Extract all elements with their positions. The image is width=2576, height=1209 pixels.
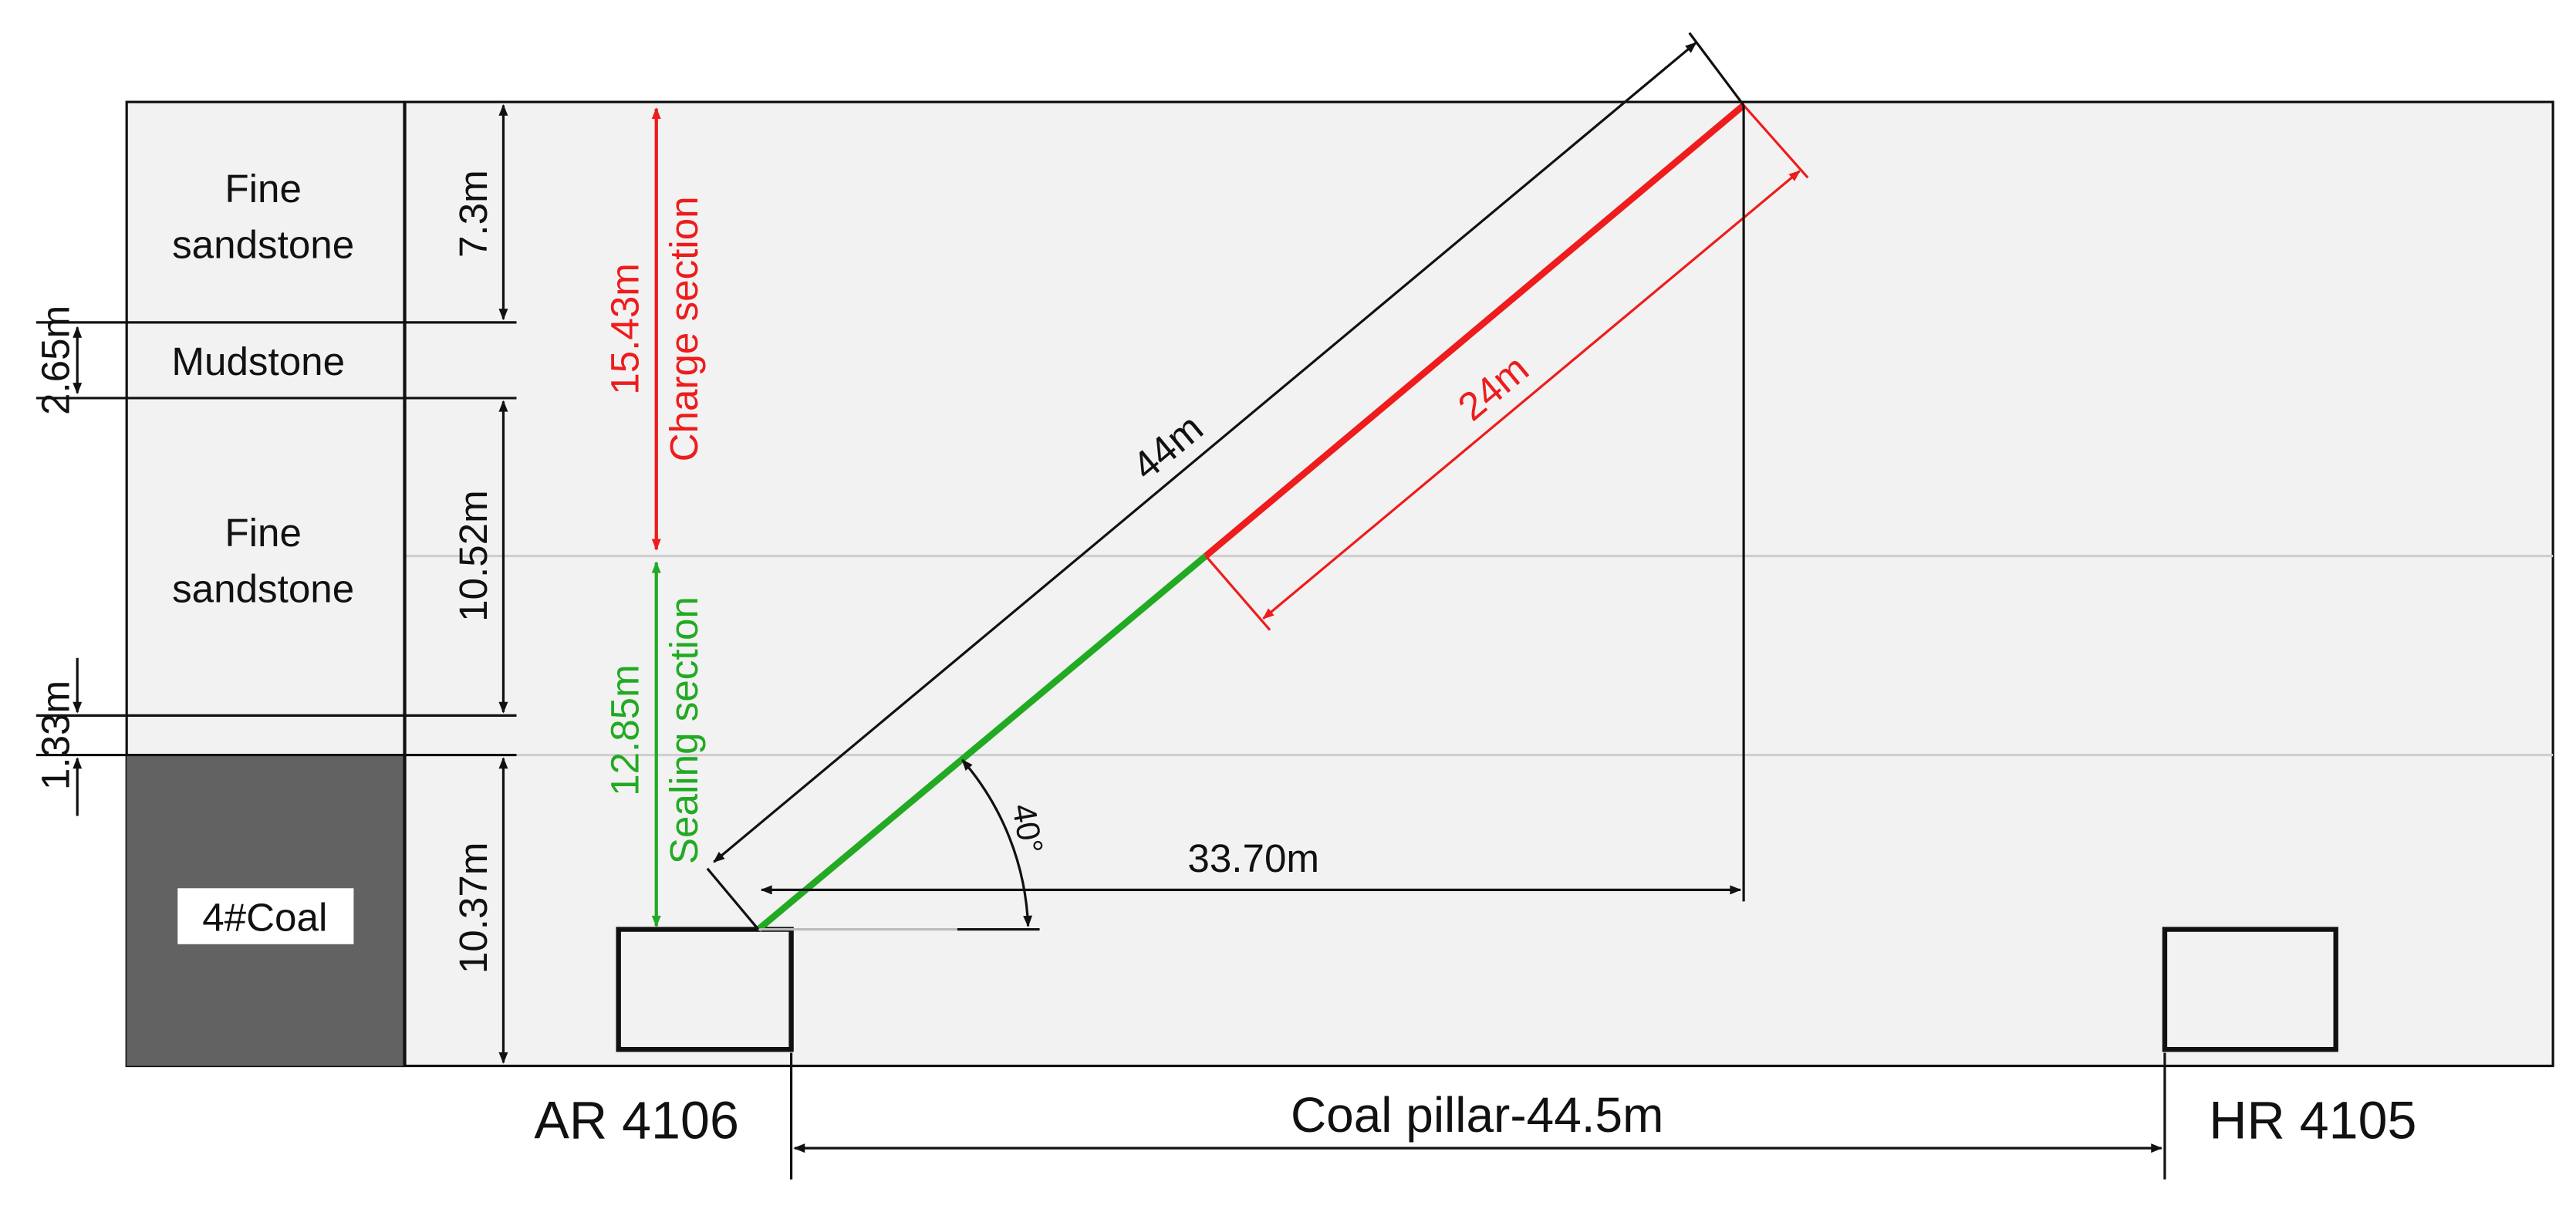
- thickness-label-5: 10.37m: [451, 843, 495, 974]
- charge-section-label: Charge section: [662, 196, 706, 461]
- roadway-ar4106-label: AR 4106: [534, 1091, 738, 1150]
- angle-label: 40°: [1004, 801, 1049, 856]
- thickness-label-2: 2.65m: [34, 306, 78, 415]
- roadway-hr4105: [2162, 927, 2338, 1052]
- stratum-1-name: Fine: [225, 167, 302, 211]
- stratum-2-name: Mudstone: [171, 339, 345, 383]
- length-ext-top: [1688, 32, 1745, 106]
- thickness-label-4: 1.33m: [34, 680, 78, 790]
- coal-pillar-label: Coal pillar-44.5m: [1291, 1087, 1663, 1143]
- roadway-hr4105-label: HR 4105: [2209, 1091, 2416, 1150]
- sealing-length-label: 12.85m: [603, 664, 647, 796]
- stratum-5-name: 4#Coal: [202, 896, 327, 940]
- angle-arc: [961, 758, 1033, 927]
- thickness-label-1: 7.3m: [451, 170, 495, 258]
- thickness-label-3: 10.52m: [451, 490, 495, 622]
- roadway-ar4106: [616, 927, 794, 1052]
- coal-label-box: [177, 888, 354, 944]
- charge-length-label: 15.43m: [603, 263, 647, 395]
- stratum-1-name-line2: sandstone: [172, 223, 354, 267]
- stratum-3-name-line2: sandstone: [172, 566, 354, 610]
- charge-ext-top: [1742, 104, 1809, 179]
- charge-length-dim: [1262, 170, 1801, 620]
- stratum-3-name: Fine: [225, 511, 302, 555]
- horizontal-projection-label: 33.70m: [1187, 836, 1319, 880]
- charge-ext-bottom: [1204, 555, 1271, 631]
- length-ext-bottom: [706, 867, 760, 930]
- sealing-section-label: Sealing section: [662, 596, 706, 864]
